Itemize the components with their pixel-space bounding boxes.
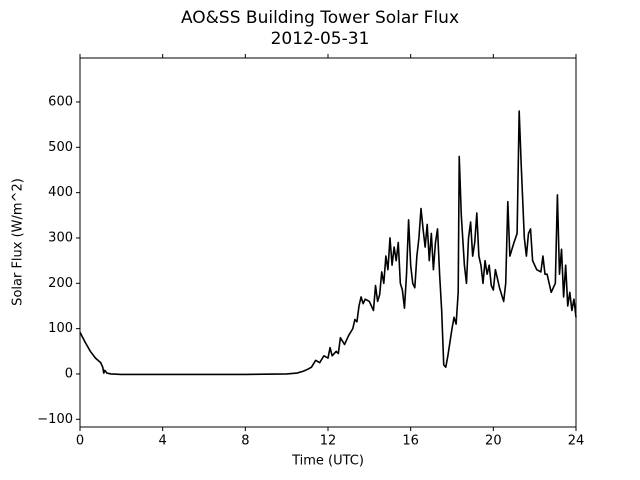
chart-title: AO&SS Building Tower Solar Flux	[181, 8, 459, 28]
x-tick-label: 24	[568, 434, 585, 449]
x-tick-label: 0	[76, 434, 84, 449]
x-tick-label: 12	[320, 434, 337, 449]
x-tick-label: 16	[402, 434, 419, 449]
y-tick-label: −100	[37, 412, 73, 427]
chart-subtitle: 2012-05-31	[271, 29, 370, 49]
y-tick-label: 600	[48, 94, 73, 109]
y-tick-label: 0	[65, 366, 73, 381]
x-tick-label: 4	[159, 434, 167, 449]
y-tick-label: 100	[48, 321, 73, 336]
data-line	[79, 110, 577, 376]
plot-frame	[79, 57, 577, 428]
y-tick-label: 400	[48, 185, 73, 200]
y-tick-label: 300	[48, 230, 73, 245]
y-tick-label: 200	[48, 276, 73, 291]
x-tick-label: 8	[241, 434, 249, 449]
x-axis-label: Time (UTC)	[291, 454, 364, 469]
y-axis-label: Solar Flux (W/m^2)	[11, 178, 26, 306]
y-tick-label: 500	[48, 140, 73, 155]
x-tick-label: 20	[485, 434, 502, 449]
